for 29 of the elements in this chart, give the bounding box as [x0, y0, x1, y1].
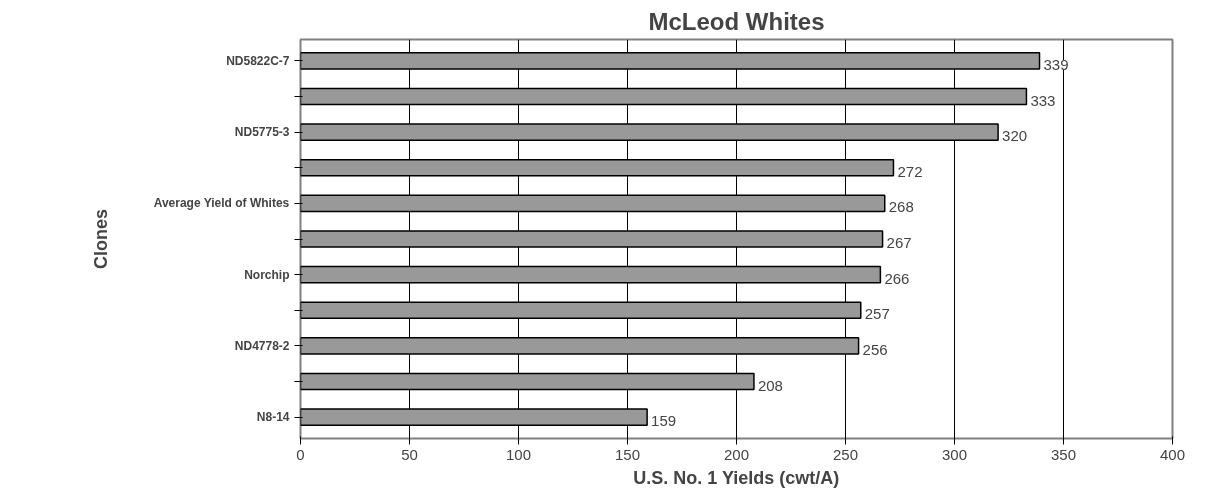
- data-label: 333: [1030, 91, 1056, 109]
- data-label: 208: [757, 376, 783, 394]
- x-tick-label: 250: [832, 445, 859, 463]
- data-label: 272: [897, 162, 923, 180]
- data-label: 320: [1002, 127, 1028, 145]
- data-label: 268: [888, 198, 914, 216]
- data-label: 159: [651, 412, 677, 430]
- data-label: 256: [862, 340, 888, 358]
- x-tick-label: 150: [614, 445, 641, 463]
- y-tick-label: ND5775-3: [234, 125, 290, 140]
- x-tick-label: 0: [296, 445, 305, 463]
- x-tick-label: 50: [401, 445, 418, 463]
- x-tick-label: 400: [1159, 445, 1186, 463]
- y-tick-label: Average Yield of Whites: [153, 196, 290, 211]
- x-tick-label: 100: [505, 445, 532, 463]
- x-tick-label: 200: [723, 445, 750, 463]
- data-label: 267: [886, 234, 912, 251]
- y-tick-label: Norchip: [244, 267, 290, 282]
- y-tick-label: ND4778-2: [234, 338, 290, 353]
- chart-title: McLeod Whites: [648, 7, 825, 35]
- x-tick-label: 300: [941, 445, 968, 463]
- x-tick-label: 350: [1050, 445, 1077, 463]
- y-tick-label: N8-14: [256, 410, 290, 425]
- data-label: 339: [1043, 55, 1069, 73]
- data-label: 266: [884, 269, 910, 287]
- y-axis-title: Clones: [90, 208, 111, 270]
- x-axis-title: U.S. No. 1 Yields (cwt/A): [633, 467, 840, 488]
- data-label: 257: [864, 305, 890, 323]
- y-tick-label: ND5822C-7: [226, 53, 290, 68]
